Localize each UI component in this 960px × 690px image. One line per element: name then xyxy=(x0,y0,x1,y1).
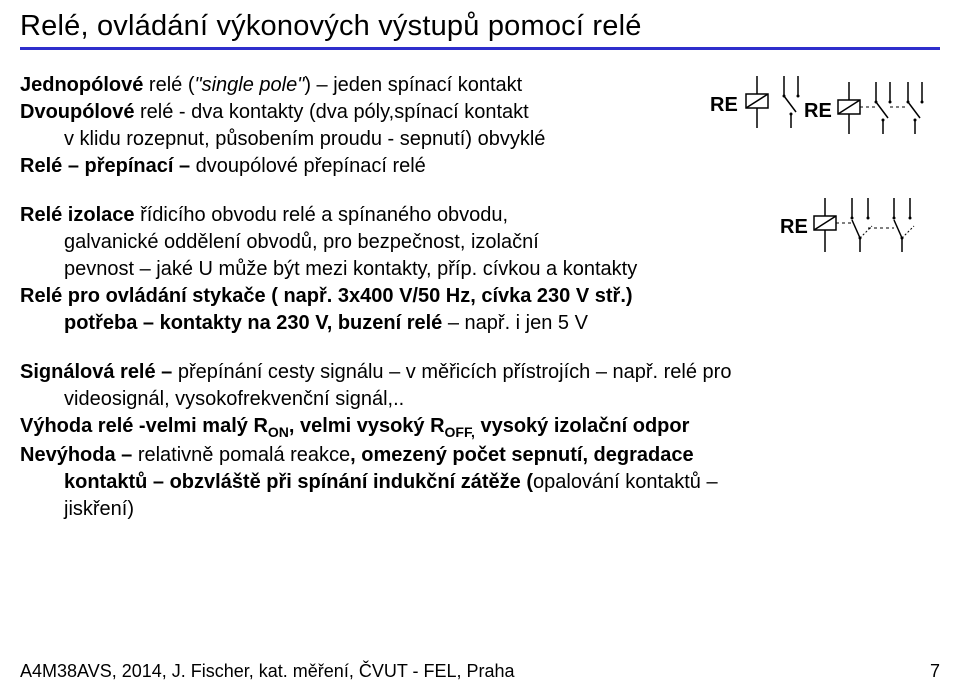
t: indukční zátěže ( xyxy=(373,471,533,493)
t: v klidu rozepnut, působením proudu - sep… xyxy=(64,128,545,150)
relay-changeover-icon xyxy=(812,196,936,262)
t: , velmi vysoký R xyxy=(289,415,445,437)
t: vysoký izolační odpor xyxy=(475,415,690,437)
t: galvanické oddělení obvodů, pro bezpečno… xyxy=(64,231,539,253)
relay-label: RE xyxy=(780,216,808,239)
relay-double-pole-icon xyxy=(836,80,936,142)
block-2: Relé izolace řídicího obvodu relé a spín… xyxy=(20,202,940,337)
relay-dp-group: RE xyxy=(836,80,936,147)
relay-label: RE xyxy=(804,100,832,123)
t: pevnost – jaké U může být mezi kontakty,… xyxy=(64,258,637,280)
t: opalování kontaktů – xyxy=(533,471,718,493)
t: relativně pomalá reakce xyxy=(138,444,350,466)
t: relé ( xyxy=(143,74,194,96)
footer: A4M38AVS, 2014, J. Fischer, kat. měření,… xyxy=(20,661,940,682)
t: Dvoupólové xyxy=(20,101,134,123)
t: Výhoda relé -velmi malý R xyxy=(20,415,268,437)
t: – např. i jen 5 V xyxy=(448,312,588,334)
footer-left: A4M38AVS, 2014, J. Fischer, kat. měření,… xyxy=(20,661,515,682)
t: dvoupólové přepínací relé xyxy=(190,155,426,177)
title-bar xyxy=(20,47,940,50)
t: jiskření) xyxy=(64,498,134,520)
t: OFF, xyxy=(445,424,475,440)
t: – přepínací – xyxy=(68,155,190,177)
page-title: Relé, ovládání výkonových výstupů pomocí… xyxy=(20,10,940,43)
t: Relé pro ovládání stykače ( např. 3x400 … xyxy=(20,285,633,307)
t: ON xyxy=(268,424,289,440)
t: řídicího obvodu relé a spínaného obvodu, xyxy=(140,204,508,226)
t: relé - dva kontakty (dva póly,spínací ko… xyxy=(134,101,528,123)
page-number: 7 xyxy=(930,661,940,682)
t: Relé izolace xyxy=(20,204,140,226)
t: Jednopólové xyxy=(20,74,143,96)
relay-changeover-group: RE xyxy=(812,196,936,267)
t: přepínání cesty signálu – v měřicích pří… xyxy=(178,361,732,383)
block-3: Signálová relé – přepínání cesty signálu… xyxy=(20,359,940,523)
relay-label: RE xyxy=(710,94,738,117)
t: "single pole" xyxy=(194,74,304,96)
t: Signálová relé – xyxy=(20,361,178,383)
t: Nevýhoda – xyxy=(20,444,138,466)
t: , omezený počet sepnutí, degradace xyxy=(350,444,693,466)
t: potřeba – kontakty na 230 V, buzení relé xyxy=(64,312,448,334)
t: ) – jeden spínací kontakt xyxy=(304,74,522,96)
t: Relé xyxy=(20,155,68,177)
t: kontaktů – obzvláště při spínání xyxy=(64,471,373,493)
block-1: Jednopólové relé ("single pole") – jeden… xyxy=(20,72,940,180)
t: videosignál, vysokofrekvenční signál,.. xyxy=(64,388,404,410)
